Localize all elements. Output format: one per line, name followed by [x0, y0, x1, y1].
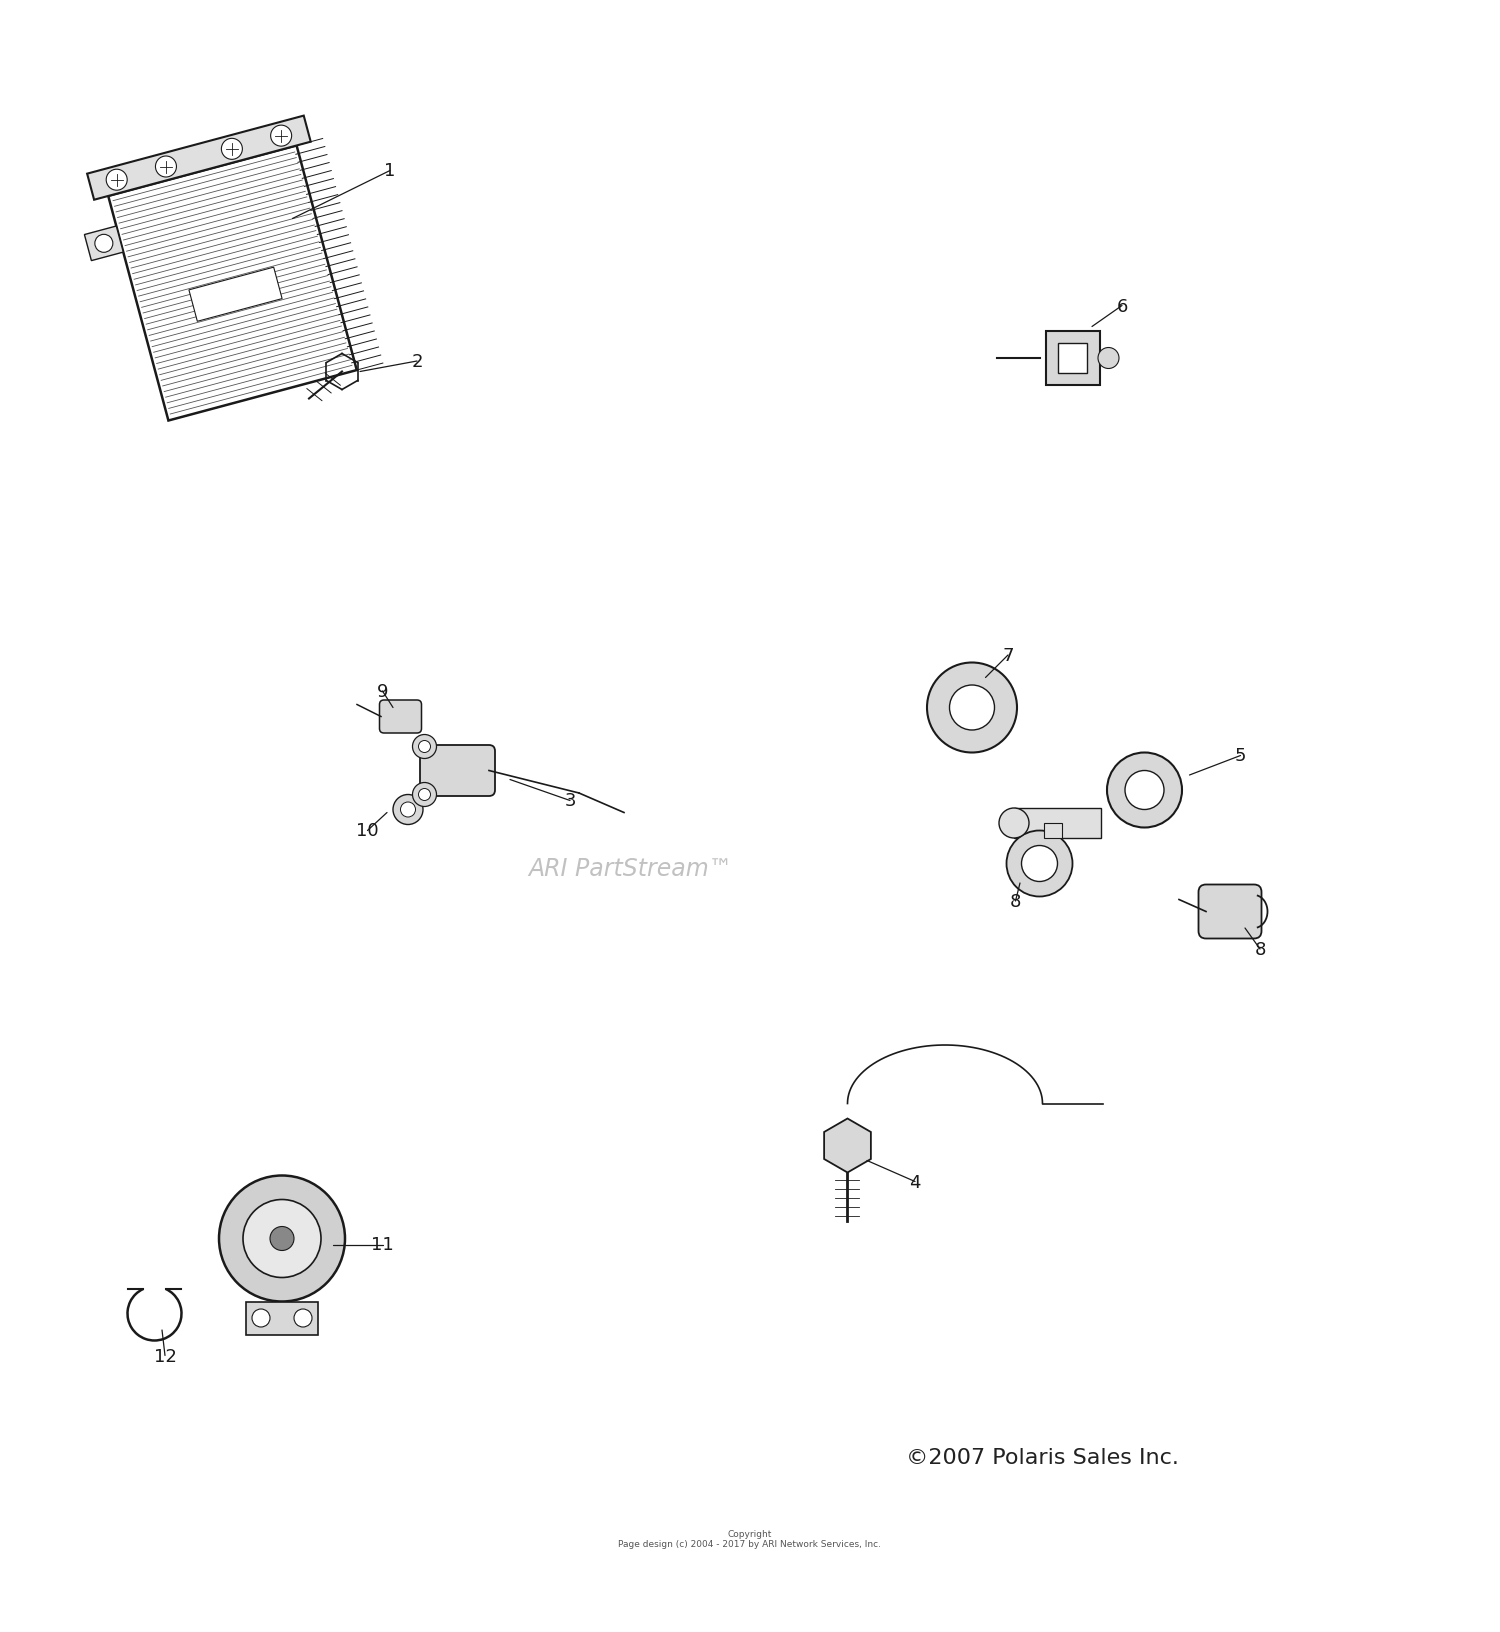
Bar [1046, 331, 1100, 385]
Circle shape [156, 157, 177, 178]
Circle shape [999, 808, 1029, 839]
Text: 9: 9 [376, 682, 388, 700]
Text: 1: 1 [384, 163, 396, 181]
Circle shape [927, 663, 1017, 752]
Text: 8: 8 [1254, 940, 1266, 958]
Circle shape [243, 1200, 321, 1278]
Circle shape [1022, 845, 1058, 881]
Circle shape [219, 1175, 345, 1302]
Circle shape [1098, 348, 1119, 369]
Circle shape [419, 788, 430, 801]
Circle shape [1125, 770, 1164, 809]
Circle shape [94, 235, 112, 253]
Circle shape [1007, 831, 1072, 898]
Bar [246, 1302, 318, 1335]
Circle shape [270, 1227, 294, 1250]
Circle shape [294, 1309, 312, 1327]
Circle shape [1107, 752, 1182, 827]
Circle shape [252, 1309, 270, 1327]
Text: ARI PartStream™: ARI PartStream™ [528, 857, 732, 880]
Circle shape [950, 685, 994, 731]
Text: 12: 12 [153, 1346, 177, 1364]
Text: 5: 5 [1234, 747, 1246, 765]
Polygon shape [87, 116, 310, 201]
Circle shape [413, 734, 436, 759]
Circle shape [400, 803, 416, 818]
Text: Copyright
Page design (c) 2004 - 2017 by ARI Network Services, Inc.: Copyright Page design (c) 2004 - 2017 by… [618, 1529, 882, 1549]
Text: ©2007 Polaris Sales Inc.: ©2007 Polaris Sales Inc. [906, 1448, 1179, 1467]
Text: 4: 4 [909, 1173, 921, 1191]
Circle shape [413, 783, 436, 806]
Circle shape [222, 139, 243, 160]
Text: 7: 7 [1002, 646, 1014, 664]
FancyBboxPatch shape [1198, 885, 1262, 938]
Bar [1014, 808, 1101, 839]
Text: 8: 8 [1010, 893, 1022, 911]
Bar [1044, 824, 1062, 839]
Circle shape [419, 741, 430, 752]
Text: 6: 6 [1116, 297, 1128, 315]
FancyBboxPatch shape [420, 746, 495, 796]
Bar [1058, 344, 1088, 374]
Polygon shape [189, 268, 282, 322]
Text: 3: 3 [564, 792, 576, 809]
Circle shape [393, 795, 423, 826]
Circle shape [270, 126, 291, 147]
Text: 2: 2 [411, 353, 423, 370]
FancyBboxPatch shape [380, 700, 422, 733]
Text: 11: 11 [370, 1235, 394, 1253]
Polygon shape [84, 227, 123, 261]
Text: 10: 10 [356, 823, 380, 840]
Circle shape [106, 170, 128, 191]
Polygon shape [824, 1120, 872, 1173]
